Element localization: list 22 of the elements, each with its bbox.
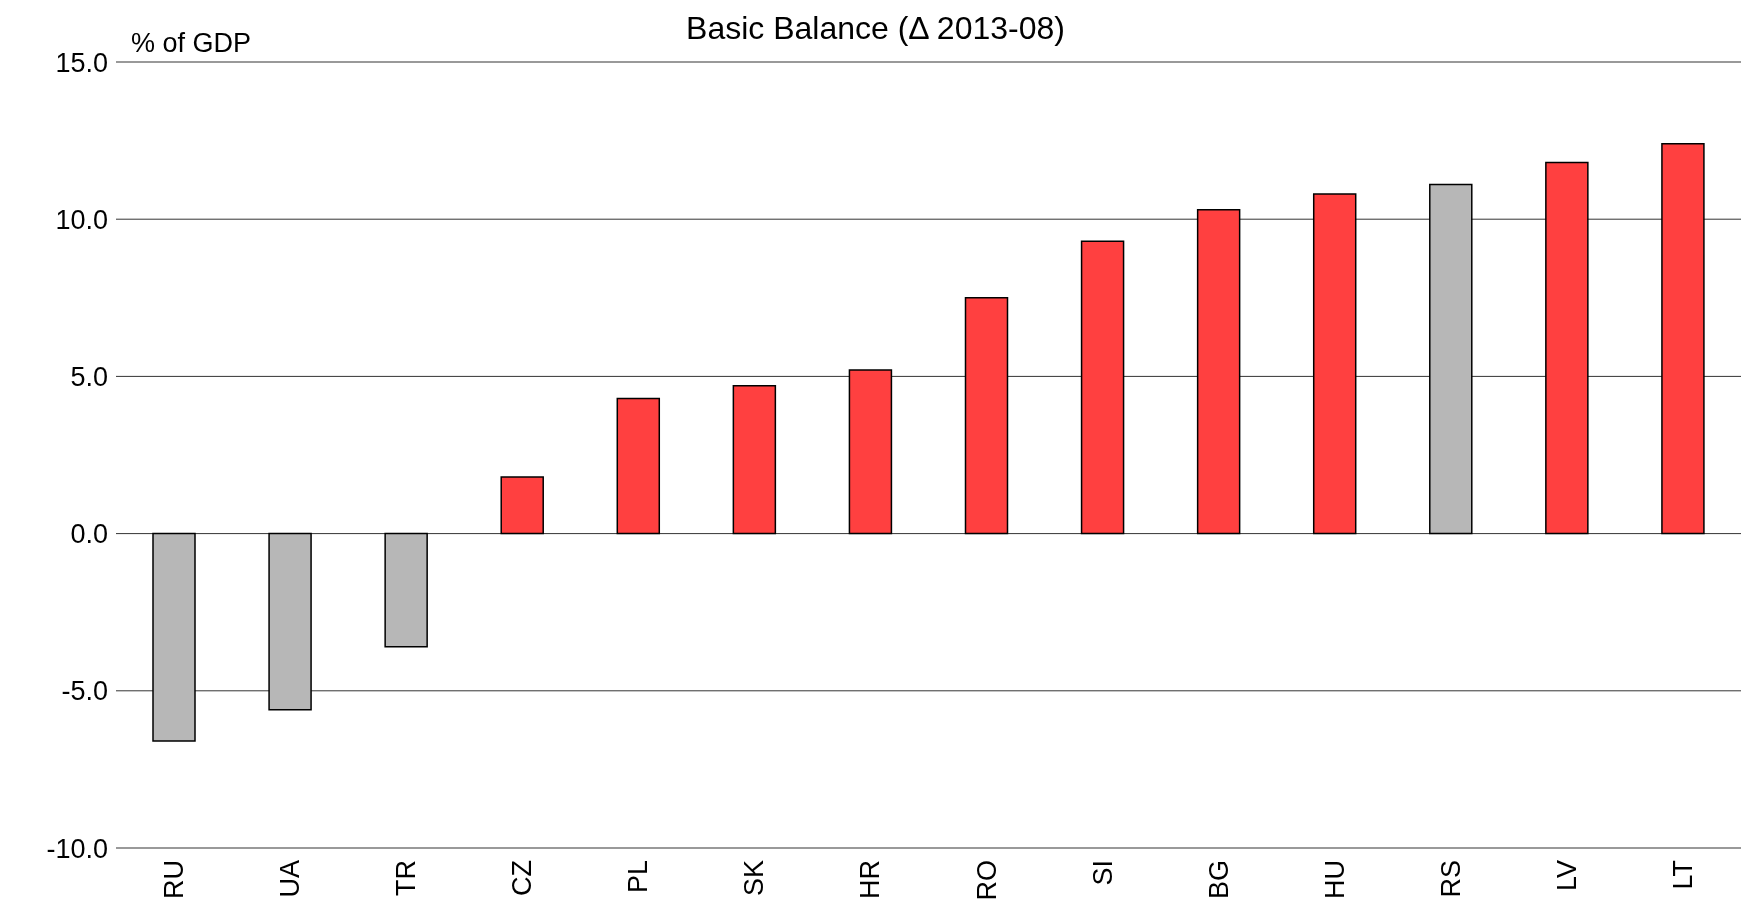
y-tick-label: 5.0 xyxy=(70,361,108,392)
x-tick-label: PL xyxy=(623,860,654,894)
y-axis-title: % of GDP xyxy=(131,28,252,59)
x-tick-label: RU xyxy=(159,860,190,899)
y-tick-label: 0.0 xyxy=(70,519,108,550)
x-tick-label: LT xyxy=(1667,860,1698,890)
x-tick-label: HR xyxy=(855,860,886,899)
x-tick-label: LV xyxy=(1551,860,1582,892)
x-tick-label: HU xyxy=(1319,860,1350,899)
x-tick-label: RS xyxy=(1435,860,1466,898)
x-tick-label: SI xyxy=(1087,860,1118,886)
y-tick-label: 10.0 xyxy=(55,204,108,235)
x-tick-label: UA xyxy=(275,860,306,898)
chart-title: Basic Balance (Δ 2013-08) xyxy=(686,10,1065,46)
x-tick-label: TR xyxy=(391,860,422,896)
y-tick-label: -10.0 xyxy=(46,833,108,864)
x-tick-label: BG xyxy=(1203,860,1234,900)
y-tick-label: -5.0 xyxy=(61,676,108,707)
x-tick-label: SK xyxy=(739,860,770,897)
x-tick-label: CZ xyxy=(507,860,538,896)
x-tick-label: RO xyxy=(971,860,1002,901)
y-tick-label: 15.0 xyxy=(55,47,108,78)
